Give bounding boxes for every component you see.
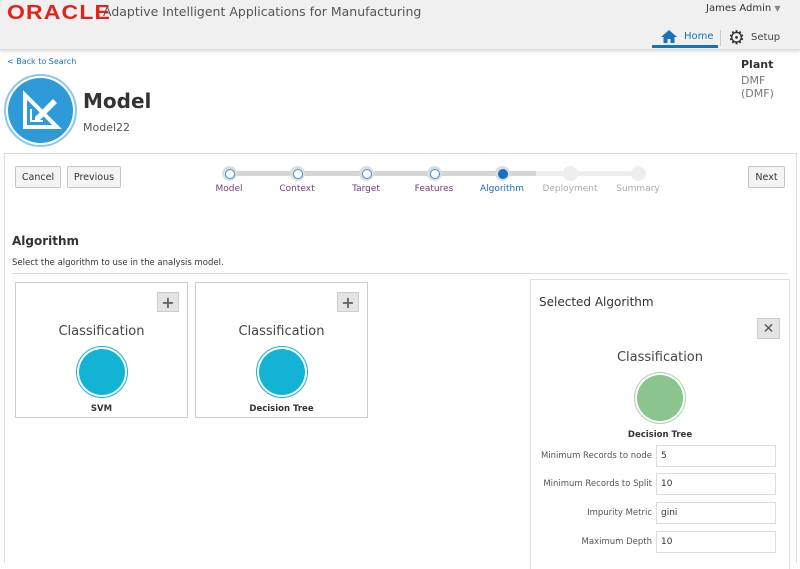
train-progress [229, 171, 536, 176]
train-label-algorithm[interactable]: Algorithm [479, 184, 525, 194]
field-label: Minimum Records to Split [543, 479, 652, 489]
add-button[interactable]: + [337, 292, 359, 312]
train-label-target[interactable]: Target [352, 184, 380, 194]
field-label: Maximum Depth [581, 537, 652, 547]
impurity-metric-input[interactable] [656, 502, 776, 524]
plant-value: DMF (DMF) [741, 74, 774, 100]
plant-label: Plant [741, 58, 774, 71]
algorithm-type: Classification [58, 324, 145, 339]
next-button[interactable]: Next [748, 166, 785, 188]
remove-button[interactable]: ✕ [757, 318, 780, 339]
algorithm-circle-icon [75, 346, 128, 398]
selected-algorithm-name: Decision Tree [627, 430, 693, 440]
selected-algorithm-circle-icon [634, 372, 686, 424]
field-min-records-node: Minimum Records to node [531, 445, 781, 467]
previous-button[interactable]: Previous [67, 166, 121, 188]
user-menu[interactable]: James Admin ▼ [706, 3, 781, 14]
app-title: Adaptive Intelligent Applications for Ma… [103, 4, 422, 19]
train-stop-marker [292, 168, 303, 179]
gear-icon: ⚙ [728, 26, 746, 49]
page-subtitle: Model22 [83, 121, 131, 134]
algorithm-card-decision-tree[interactable]: + Classification Decision Tree [195, 282, 368, 418]
field-label: Minimum Records to node [540, 451, 652, 461]
train-stop-marker [497, 168, 508, 179]
plus-icon: + [161, 292, 175, 312]
algorithm-name: SVM [90, 404, 113, 414]
cancel-button[interactable]: Cancel [15, 166, 61, 188]
field-label: Impurity Metric [587, 508, 652, 518]
oracle-logo: ORACLE [7, 2, 112, 24]
train-stop-marker [633, 168, 644, 179]
train-stop-marker [429, 168, 440, 179]
model-edit-icon [4, 74, 77, 147]
section-description: Select the algorithm to use in the analy… [12, 258, 224, 268]
field-min-records-split: Minimum Records to Split [531, 473, 781, 495]
train-stop-summary [631, 166, 646, 181]
train-stop-marker [361, 168, 372, 179]
user-name: James Admin [706, 3, 772, 14]
close-icon: ✕ [762, 320, 775, 337]
field-impurity-metric: Impurity Metric [531, 502, 781, 524]
train-label-summary: Summary [616, 184, 660, 194]
min-records-node-input[interactable] [656, 445, 776, 467]
tab-divider [720, 30, 721, 46]
train-stop-deployment [563, 166, 578, 181]
train-stop-algorithm[interactable] [495, 166, 510, 181]
train-label-model[interactable]: Model [215, 184, 243, 194]
add-button[interactable]: + [157, 292, 179, 312]
train-stop-model[interactable] [222, 166, 237, 181]
algorithm-circle-icon [255, 346, 308, 398]
page-title: Model [83, 89, 152, 113]
tab-setup-label: Setup [751, 32, 781, 43]
train-label-context[interactable]: Context [279, 184, 315, 194]
selected-algorithm-type: Classification [616, 350, 704, 365]
section-title: Algorithm [12, 234, 80, 248]
field-maximum-depth: Maximum Depth [531, 531, 781, 553]
train-stop-context[interactable] [290, 166, 305, 181]
tab-home[interactable]: Home [652, 27, 718, 48]
train-stop-target[interactable] [359, 166, 374, 181]
dropdown-caret-icon: ▼ [774, 4, 781, 13]
train-stop-marker [565, 168, 576, 179]
algorithm-type: Classification [238, 324, 325, 339]
content-panel [4, 153, 797, 563]
train-label-deployment: Deployment [542, 184, 598, 194]
train-stop-features[interactable] [427, 166, 442, 181]
home-icon [661, 29, 677, 43]
tab-home-label: Home [684, 30, 714, 42]
header-bar [0, 0, 800, 50]
divider [12, 273, 788, 274]
train-stop-marker [224, 168, 235, 179]
tab-setup[interactable]: ⚙ Setup [728, 26, 781, 49]
selected-algorithm-title: Selected Algorithm [539, 295, 654, 309]
algorithm-name: Decision Tree [249, 404, 314, 414]
train-label-features[interactable]: Features [414, 184, 454, 194]
min-records-split-input[interactable] [656, 473, 776, 495]
back-to-search-link[interactable]: < Back to Search [7, 57, 77, 66]
algorithm-card-svm[interactable]: + Classification SVM [15, 282, 188, 418]
selected-algorithm-panel: Selected Algorithm ✕ Classification Deci… [530, 279, 790, 569]
plus-icon: + [341, 292, 355, 312]
maximum-depth-input[interactable] [656, 531, 776, 553]
